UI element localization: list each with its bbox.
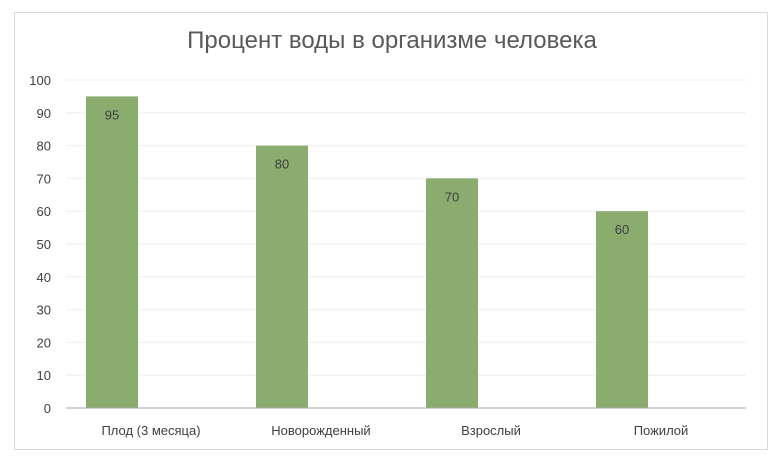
data-label-1: 80 bbox=[275, 157, 289, 172]
chart-title: Процент воды в организме человека bbox=[187, 27, 597, 54]
y-axis-ticks: 0 10 20 30 40 50 60 70 80 90 100 bbox=[29, 73, 51, 416]
bar-2 bbox=[426, 178, 478, 408]
bar-1 bbox=[256, 145, 308, 408]
x-tick-label-2: Взрослый bbox=[461, 423, 521, 438]
data-label-3: 60 bbox=[615, 222, 629, 237]
y-tick-label-50: 50 bbox=[37, 237, 51, 252]
x-tick-label-1: Новорожденный bbox=[271, 423, 370, 438]
data-labels: 95 80 70 60 bbox=[105, 107, 629, 237]
y-tick-label-10: 10 bbox=[37, 368, 51, 383]
y-tick-label-60: 60 bbox=[37, 204, 51, 219]
y-tick-label-80: 80 bbox=[37, 139, 51, 154]
y-tick-label-20: 20 bbox=[37, 335, 51, 350]
y-tick-label-0: 0 bbox=[44, 401, 51, 416]
y-tick-label-100: 100 bbox=[29, 73, 51, 88]
bar-3 bbox=[596, 211, 648, 408]
bar-0 bbox=[86, 96, 138, 409]
data-label-2: 70 bbox=[445, 189, 459, 204]
x-tick-label-0: Плод (3 месяца) bbox=[101, 423, 200, 438]
data-label-0: 95 bbox=[105, 107, 119, 122]
y-tick-label-30: 30 bbox=[37, 303, 51, 318]
x-tick-label-3: Пожилой bbox=[634, 423, 689, 438]
y-tick-label-90: 90 bbox=[37, 106, 51, 121]
x-axis-labels: Плод (3 месяца) Новорожденный Взрослый Пожи… bbox=[101, 423, 688, 438]
bars bbox=[86, 96, 648, 409]
y-tick-label-40: 40 bbox=[37, 270, 51, 285]
y-tick-label-70: 70 bbox=[37, 171, 51, 186]
